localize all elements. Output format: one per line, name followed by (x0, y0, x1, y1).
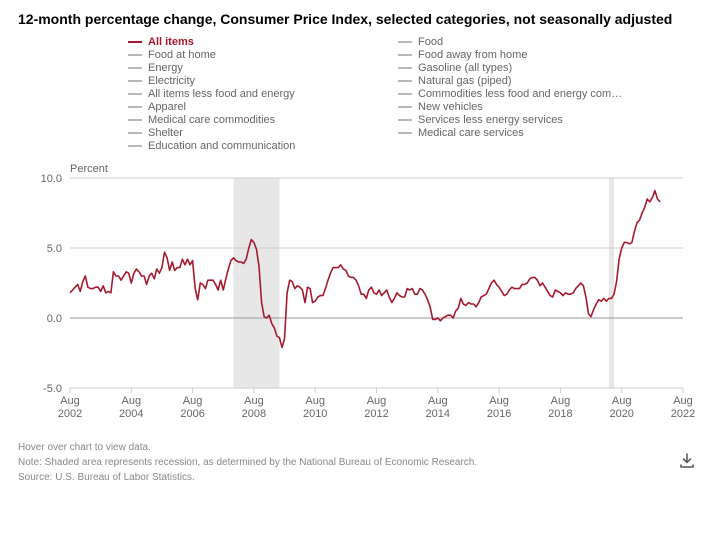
x-tick-label: 2014 (426, 408, 450, 420)
legend-swatch (128, 93, 142, 95)
x-tick-label: 2012 (364, 408, 388, 420)
footer-source: Source: U.S. Bureau of Labor Statistics. (18, 470, 695, 485)
legend-item[interactable] (398, 140, 648, 152)
legend-swatch (128, 80, 142, 82)
y-tick-label: -5.0 (43, 383, 62, 395)
legend-label: Energy (148, 62, 183, 74)
x-tick-label: Aug (244, 395, 264, 407)
recession-band (609, 178, 614, 388)
legend-swatch (128, 106, 142, 108)
footer-note: Note: Shaded area represents recession, … (18, 455, 695, 470)
x-tick-label: Aug (305, 395, 325, 407)
legend-item[interactable]: Gasoline (all types) (398, 62, 648, 74)
legend-label: Gasoline (all types) (418, 62, 512, 74)
x-tick-label: 2022 (671, 408, 695, 420)
legend-swatch (128, 119, 142, 121)
x-tick-label: Aug (612, 395, 632, 407)
legend-label: Electricity (148, 75, 195, 87)
y-axis-title: Percent (70, 163, 108, 175)
legend-label: New vehicles (418, 101, 483, 113)
legend-swatch (398, 41, 412, 43)
legend-label: Apparel (148, 101, 186, 113)
series-all-items[interactable] (70, 191, 660, 348)
x-tick-label: Aug (367, 395, 387, 407)
y-tick-label: 5.0 (47, 243, 62, 255)
footer-hover-hint: Hover over chart to view data. (18, 440, 695, 455)
legend-swatch (398, 80, 412, 82)
x-tick-label: 2020 (609, 408, 633, 420)
legend-label: Food (418, 36, 443, 48)
legend-label: Services less energy services (418, 114, 563, 126)
legend-item[interactable]: Energy (128, 62, 378, 74)
x-tick-label: Aug (60, 395, 80, 407)
x-tick-label: Aug (489, 395, 509, 407)
x-tick-label: Aug (673, 395, 693, 407)
x-tick-label: 2004 (119, 408, 143, 420)
legend-item[interactable]: New vehicles (398, 101, 648, 113)
legend-swatch (128, 41, 142, 43)
x-tick-label: 2016 (487, 408, 511, 420)
legend-label: Medical care services (418, 127, 524, 139)
legend-item[interactable]: Food (398, 36, 648, 48)
legend-item[interactable]: Shelter (128, 127, 378, 139)
x-tick-label: Aug (428, 395, 448, 407)
legend-item[interactable]: Food at home (128, 49, 378, 61)
download-icon[interactable] (679, 453, 695, 474)
legend-item[interactable]: All items (128, 36, 378, 48)
legend: All items Food Food at home Food away from … (128, 36, 648, 152)
y-tick-label: 10.0 (41, 173, 62, 185)
chart-container: -5.00.05.010.0PercentAug2002Aug2004Aug20… (18, 160, 695, 430)
legend-item[interactable]: Commodities less food and energy com… (398, 88, 648, 100)
legend-label: Education and communication (148, 140, 295, 152)
legend-swatch (398, 119, 412, 121)
x-tick-label: Aug (122, 395, 142, 407)
legend-item[interactable]: Food away from home (398, 49, 648, 61)
y-tick-label: 0.0 (47, 313, 62, 325)
x-tick-label: 2010 (303, 408, 327, 420)
legend-label: Medical care commodities (148, 114, 275, 126)
chart-title: 12-month percentage change, Consumer Pri… (18, 10, 695, 28)
x-tick-label: 2008 (242, 408, 266, 420)
legend-swatch (398, 93, 412, 95)
legend-swatch (128, 54, 142, 56)
legend-item[interactable]: Electricity (128, 75, 378, 87)
legend-swatch (128, 145, 142, 147)
legend-item[interactable]: Medical care commodities (128, 114, 378, 126)
legend-label: All items less food and energy (148, 88, 295, 100)
legend-swatch (128, 67, 142, 69)
legend-label: Commodities less food and energy com… (418, 88, 622, 100)
legend-swatch (398, 106, 412, 108)
legend-item[interactable]: All items less food and energy (128, 88, 378, 100)
recession-band (233, 178, 279, 388)
chart-footer: Hover over chart to view data. Note: Sha… (18, 440, 695, 485)
legend-label: Natural gas (piped) (418, 75, 512, 87)
cpi-line-chart[interactable]: -5.00.05.010.0PercentAug2002Aug2004Aug20… (18, 160, 695, 425)
x-tick-label: Aug (551, 395, 571, 407)
x-tick-label: 2006 (180, 408, 204, 420)
legend-label: Shelter (148, 127, 183, 139)
legend-item[interactable]: Education and communication (128, 140, 378, 152)
legend-swatch (128, 132, 142, 134)
legend-swatch (398, 132, 412, 134)
legend-label: Food at home (148, 49, 216, 61)
legend-label: Food away from home (418, 49, 527, 61)
legend-swatch (398, 67, 412, 69)
legend-item[interactable]: Medical care services (398, 127, 648, 139)
legend-item[interactable]: Services less energy services (398, 114, 648, 126)
legend-label: All items (148, 36, 194, 48)
x-tick-label: 2018 (548, 408, 572, 420)
x-tick-label: 2002 (58, 408, 82, 420)
x-tick-label: Aug (183, 395, 203, 407)
legend-swatch (398, 54, 412, 56)
legend-item[interactable]: Natural gas (piped) (398, 75, 648, 87)
legend-item[interactable]: Apparel (128, 101, 378, 113)
